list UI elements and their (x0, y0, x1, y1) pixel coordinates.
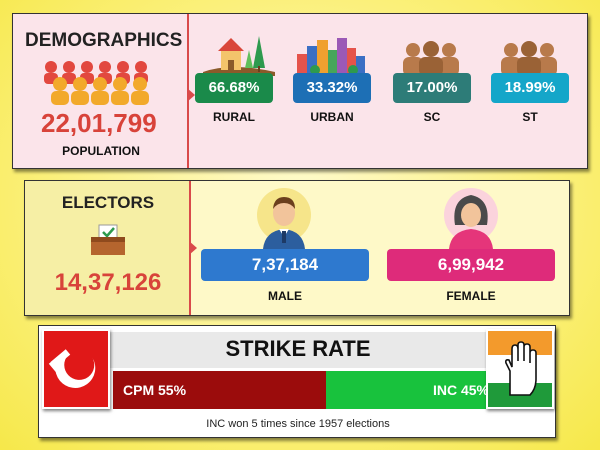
electors-total-value: 14,37,126 (54, 269, 162, 296)
cpm-logo (42, 329, 110, 409)
strike-rate-panel: STRIKE RATE CPM 55% INC 45% INC won 5 ti… (38, 325, 556, 438)
female-avatar-icon (444, 188, 498, 249)
strike-rate-title: STRIKE RATE (225, 336, 371, 361)
ballot-box-icon (91, 224, 125, 255)
hand-icon (505, 341, 537, 396)
sc-label: SC (423, 110, 441, 124)
inc-share-bar: INC 45% (326, 371, 501, 409)
electors-total-section: ELECTORS 14,37,126 (25, 181, 191, 315)
female-value-pill: 6,99,942 (387, 249, 555, 281)
rural-icon (203, 36, 275, 76)
arrow-indicator (189, 241, 197, 255)
cpm-share-bar: CPM 55% (113, 371, 326, 409)
population-people-icon (44, 61, 149, 105)
cpm-share-label: CPM 55% (123, 382, 187, 398)
population-label: POPULATION (62, 144, 140, 158)
title-band (99, 332, 497, 368)
electors-panel: ELECTORS 14,37,126 7,37,184 MALE 6,99,94… (24, 180, 570, 316)
population-section: DEMOGRAPHICS 22,01,799 POPULATION (13, 14, 189, 168)
hammer-sickle-icon (48, 349, 96, 388)
arrow-indicator (187, 88, 195, 102)
sc-people-icon (403, 41, 459, 76)
male-label: MALE (268, 289, 302, 303)
inc-share-label: INC 45% (432, 382, 489, 398)
rural-label: RURAL (213, 110, 255, 124)
male-value-pill: 7,37,184 (201, 249, 369, 281)
population-value: 22,01,799 (41, 108, 157, 138)
electors-title: ELECTORS (61, 193, 155, 212)
st-label: ST (522, 110, 538, 124)
urban-icon (297, 38, 365, 76)
female-label: FEMALE (446, 289, 496, 303)
st-people-icon (501, 41, 557, 76)
sc-value-pill: 17.00% (393, 73, 471, 103)
urban-label: URBAN (310, 110, 354, 124)
rural-value-pill: 66.68% (195, 73, 273, 103)
demographics-title: DEMOGRAPHICS (25, 30, 183, 51)
male-avatar-icon (257, 188, 311, 249)
inc-logo (486, 329, 554, 409)
demographics-panel: DEMOGRAPHICS 22,01,799 POPULATION (12, 13, 588, 169)
strike-rate-footnote: INC won 5 times since 1957 elections (206, 418, 390, 430)
st-value-pill: 18.99% (491, 73, 569, 103)
urban-value-pill: 33.32% (293, 73, 371, 103)
